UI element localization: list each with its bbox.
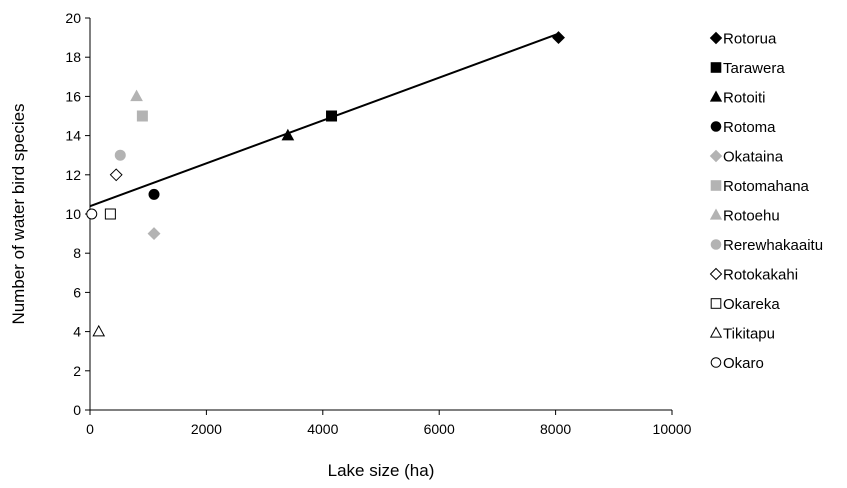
y-tick-label: 16 bbox=[65, 88, 81, 104]
x-tick-label: 2000 bbox=[191, 421, 222, 437]
legend-label: Tikitapu bbox=[723, 326, 775, 343]
legend-marker bbox=[710, 357, 722, 368]
data-point bbox=[114, 149, 126, 161]
legend-label: Rotorua bbox=[723, 31, 777, 48]
y-tick-label: 12 bbox=[65, 167, 81, 183]
y-tick-label: 6 bbox=[73, 284, 81, 300]
data-point bbox=[92, 324, 106, 337]
data-point bbox=[104, 208, 116, 220]
x-tick-label: 10000 bbox=[653, 421, 692, 437]
data-point bbox=[86, 208, 98, 220]
y-tick-label: 8 bbox=[73, 245, 81, 261]
legend-label: Rotokakahi bbox=[723, 267, 798, 284]
x-axis-title: Lake size (ha) bbox=[328, 461, 435, 480]
data-point bbox=[136, 110, 148, 122]
y-tick-label: 18 bbox=[65, 49, 81, 65]
legend-label: Rerewhakaaitu bbox=[723, 237, 823, 254]
legend-label: Okaro bbox=[723, 355, 764, 372]
axes bbox=[89, 18, 672, 411]
legend-label: Okareka bbox=[723, 296, 780, 313]
y-tick-label: 4 bbox=[73, 324, 81, 340]
legend-label: Tarawera bbox=[723, 60, 785, 77]
legend-label: Rotoehu bbox=[723, 208, 780, 225]
legend-marker bbox=[709, 267, 723, 281]
legend-marker bbox=[710, 239, 722, 250]
data-point bbox=[147, 227, 161, 241]
trendline bbox=[89, 32, 559, 208]
legend-label: Okataina bbox=[723, 149, 784, 166]
trendline-group bbox=[89, 32, 559, 208]
legend-marker bbox=[710, 121, 722, 132]
legend-marker bbox=[710, 298, 722, 309]
x-tick-label: 4000 bbox=[307, 421, 338, 437]
legend-label: Rotoiti bbox=[723, 90, 766, 107]
legend-marker bbox=[709, 326, 723, 338]
axis-ticks: 0 2000 4000 6000 8000 10000 0 2 4 6 8 10 12 14 16 18 20 bbox=[65, 10, 691, 437]
legend-marker bbox=[709, 208, 723, 220]
x-tick-label: 0 bbox=[86, 421, 94, 437]
y-tick-label: 2 bbox=[73, 363, 81, 379]
data-point bbox=[130, 89, 143, 102]
legend-marker bbox=[709, 31, 723, 45]
data-point bbox=[552, 31, 565, 45]
legend: Rotorua Tarawera Rotoiti Rotoma Okataina Roto… bbox=[709, 31, 823, 372]
data-point bbox=[148, 188, 160, 200]
legend-marker bbox=[709, 149, 723, 163]
data-point bbox=[326, 110, 338, 122]
x-tick-label: 6000 bbox=[424, 421, 455, 437]
legend-marker bbox=[710, 62, 722, 73]
legend-marker bbox=[710, 180, 722, 191]
legend-label: Rotomahana bbox=[723, 178, 810, 195]
y-axis-title: Number of water bird species bbox=[9, 103, 28, 324]
y-tick-label: 14 bbox=[65, 128, 81, 144]
x-tick-label: 8000 bbox=[540, 421, 571, 437]
data-points bbox=[86, 31, 565, 337]
y-tick-label: 10 bbox=[65, 206, 81, 222]
y-tick-label: 0 bbox=[73, 402, 81, 418]
data-point bbox=[281, 128, 295, 141]
y-tick-label: 20 bbox=[65, 10, 81, 26]
legend-marker bbox=[709, 90, 723, 102]
data-point bbox=[109, 168, 123, 182]
legend-label: Rotoma bbox=[723, 119, 776, 136]
